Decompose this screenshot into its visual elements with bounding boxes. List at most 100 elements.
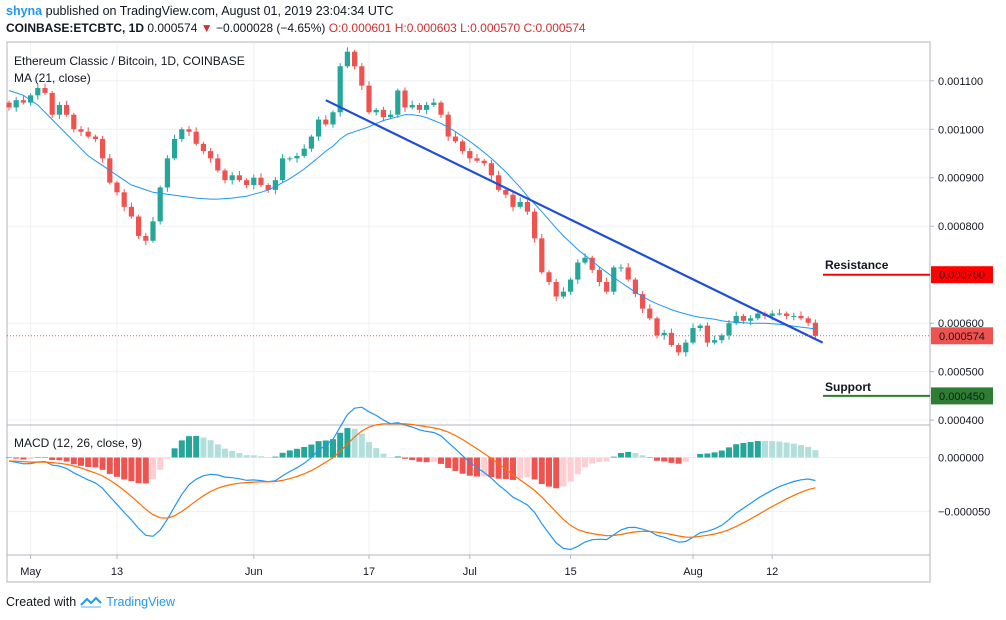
macd-bar bbox=[394, 456, 401, 458]
candle-body bbox=[28, 95, 34, 103]
macd-bar bbox=[214, 444, 221, 458]
candle-body bbox=[172, 138, 178, 159]
candle-body bbox=[186, 129, 192, 132]
macd-bar bbox=[222, 448, 228, 458]
candle-body bbox=[496, 175, 502, 190]
candle-body bbox=[640, 294, 646, 309]
candle-body bbox=[359, 66, 365, 86]
candle-body bbox=[352, 51, 358, 67]
macd-bar bbox=[164, 457, 171, 459]
candle-body bbox=[474, 158, 480, 161]
macd-bar bbox=[243, 455, 250, 458]
candle-body bbox=[618, 267, 624, 269]
macd-bar bbox=[236, 453, 243, 458]
macd-bar bbox=[805, 446, 812, 458]
support-label: Support bbox=[825, 380, 871, 394]
macd-bar bbox=[171, 448, 178, 458]
candle-body bbox=[431, 102, 437, 106]
candle-body bbox=[798, 315, 804, 319]
candle-body bbox=[215, 158, 221, 171]
y-tick-label: 0.000500 bbox=[938, 367, 984, 379]
created-with-text: Created with bbox=[6, 595, 77, 609]
publish-text: published on TradingView.com, August 01,… bbox=[42, 4, 394, 18]
candle-body bbox=[229, 175, 235, 181]
down-arrow-icon: ▼ bbox=[200, 21, 213, 35]
candle-body bbox=[784, 313, 790, 316]
candle-body bbox=[49, 92, 55, 115]
macd-bar bbox=[20, 457, 27, 460]
chart-frame bbox=[6, 41, 931, 583]
macd-bar bbox=[531, 457, 538, 480]
macd-bar bbox=[250, 455, 257, 458]
candle-body bbox=[416, 105, 422, 110]
macd-bar bbox=[747, 442, 754, 458]
macd-bar bbox=[358, 433, 365, 458]
y-tick-label: 0.000600 bbox=[938, 318, 984, 330]
chart-title: Ethereum Classic / Bitcoin, 1D, COINBASE bbox=[14, 54, 245, 68]
macd-bar bbox=[481, 457, 488, 477]
macd-bar bbox=[99, 457, 106, 470]
macd-line bbox=[8, 406, 816, 551]
candle-body bbox=[460, 141, 466, 152]
x-tick-label: 17 bbox=[363, 566, 375, 578]
macd-bar bbox=[711, 452, 718, 458]
tradingview-logo-icon bbox=[80, 596, 102, 608]
candle-body bbox=[553, 281, 559, 297]
candle-body bbox=[316, 119, 322, 137]
price-axis-ticks: 0.001100 0.001000 0.000900 0.000800 0.000600… bbox=[930, 76, 990, 519]
macd-bar bbox=[618, 453, 624, 458]
candle-body bbox=[35, 88, 41, 96]
price-value: 0.000574 bbox=[144, 21, 201, 35]
trendline[interactable] bbox=[325, 99, 824, 344]
macd-bar bbox=[603, 457, 610, 462]
macd-bar bbox=[812, 450, 819, 458]
candle-body bbox=[121, 192, 127, 207]
candle-body bbox=[452, 136, 458, 142]
macd-bar bbox=[315, 441, 322, 458]
macd-bar bbox=[553, 457, 560, 489]
candle-body bbox=[776, 313, 782, 315]
resistance-price-text: 0.000700 bbox=[939, 270, 985, 282]
ma21-line bbox=[8, 90, 816, 330]
x-tick-label: 15 bbox=[564, 566, 576, 578]
candle-body bbox=[128, 206, 134, 217]
candle-body bbox=[251, 177, 257, 186]
macd-bar bbox=[351, 428, 358, 458]
macd-bar bbox=[726, 447, 732, 458]
support-price-tag: 0.000450 bbox=[931, 387, 993, 405]
macd-bar bbox=[639, 455, 646, 458]
candle-body bbox=[366, 85, 372, 113]
last-price-text: 0.000574 bbox=[939, 331, 985, 343]
candle-body bbox=[337, 66, 343, 113]
candle-body bbox=[280, 158, 286, 181]
candle-body bbox=[287, 158, 293, 160]
candle-body bbox=[647, 308, 653, 319]
candle-body bbox=[683, 342, 689, 353]
macd-bar bbox=[286, 450, 293, 458]
candle-body bbox=[596, 269, 602, 282]
candle-body bbox=[582, 257, 588, 263]
candle-body bbox=[438, 102, 444, 115]
x-tick-label: 13 bbox=[111, 566, 123, 578]
macd-bar bbox=[387, 457, 394, 458]
candle-body bbox=[755, 313, 761, 319]
macd-bar bbox=[178, 440, 185, 458]
author-name[interactable]: shyna bbox=[6, 4, 43, 18]
support-price-text: 0.000450 bbox=[939, 391, 985, 403]
candle-body bbox=[805, 318, 811, 323]
candle-body bbox=[712, 340, 718, 343]
macd-bar bbox=[301, 446, 308, 458]
candle-body bbox=[632, 279, 638, 295]
candle-body bbox=[402, 90, 408, 108]
candle-body bbox=[272, 180, 278, 190]
macd-bar bbox=[114, 457, 120, 477]
symbol-info-bar: COINBASE:ETCBTC, 1D 0.000574 ▼ −0.000028… bbox=[6, 21, 586, 35]
macd-bar bbox=[49, 457, 56, 461]
candle-body bbox=[388, 114, 394, 118]
y-tick-label: 0.000800 bbox=[938, 221, 984, 233]
tradingview-brand[interactable]: TradingView bbox=[106, 595, 175, 609]
macd-bar bbox=[495, 457, 502, 479]
candle-body bbox=[13, 100, 19, 108]
macd-bar bbox=[762, 441, 768, 458]
